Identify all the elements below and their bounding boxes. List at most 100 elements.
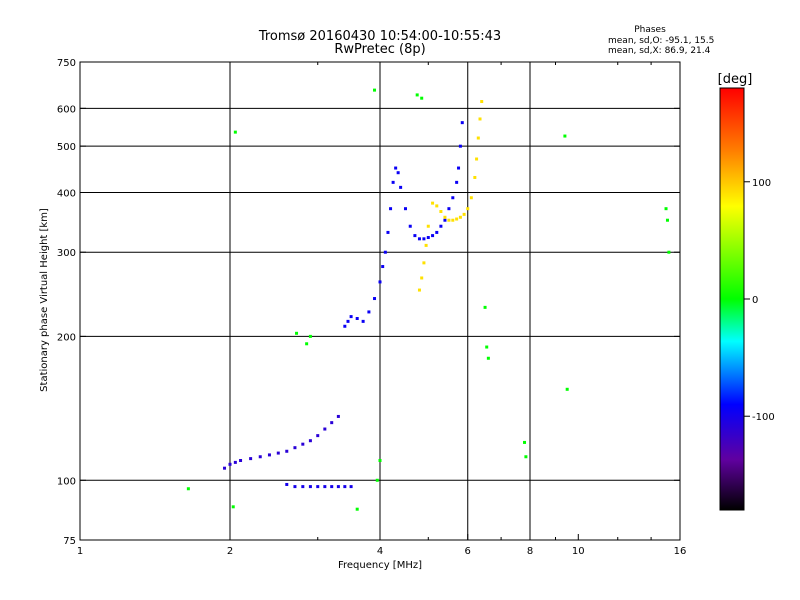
chart-subtitle: RwPretec (8p) — [334, 42, 425, 57]
data-point — [349, 485, 353, 489]
data-point — [381, 265, 385, 269]
data-point — [447, 218, 451, 222]
data-point — [451, 196, 455, 200]
data-point — [469, 196, 473, 200]
data-point — [373, 88, 377, 92]
data-point — [485, 345, 489, 349]
colorbar-tick-label: -100 — [752, 412, 775, 423]
data-point — [391, 180, 395, 184]
data-point — [473, 175, 477, 179]
data-point — [330, 485, 334, 489]
colorbar — [719, 87, 745, 511]
data-point — [375, 478, 379, 482]
data-point — [524, 455, 528, 459]
x-tick-label: 2 — [227, 546, 233, 557]
data-point — [343, 485, 347, 489]
data-point — [386, 230, 390, 234]
x-tick-label: 16 — [674, 546, 687, 557]
data-point — [483, 305, 487, 309]
data-point — [399, 185, 403, 189]
data-point — [355, 316, 359, 320]
phase-info-heading: Phases — [634, 25, 666, 35]
data-point — [308, 334, 312, 338]
data-point — [480, 100, 484, 104]
data-point — [455, 217, 459, 221]
data-point — [478, 117, 482, 121]
chart-title: Tromsø 20160430 10:54:00-10:55:43 — [258, 29, 501, 44]
y-tick-label: 500 — [57, 142, 76, 153]
colorbar-tick-label: 0 — [752, 295, 758, 306]
data-point — [455, 180, 459, 184]
data-point — [475, 157, 479, 161]
data-point — [431, 234, 435, 238]
y-tick-label: 600 — [57, 104, 76, 115]
data-point — [239, 458, 243, 462]
data-point — [301, 442, 305, 446]
data-point — [565, 387, 569, 391]
data-point — [223, 466, 227, 470]
data-point — [422, 237, 426, 241]
data-point — [424, 243, 428, 247]
data-point — [443, 215, 447, 219]
data-point — [665, 218, 669, 222]
data-point — [355, 507, 359, 511]
y-axis-label: Stationary phase Virtual Height [km] — [39, 208, 50, 392]
data-point — [231, 505, 235, 509]
data-point — [443, 218, 447, 222]
data-point — [439, 210, 443, 214]
data-point — [276, 451, 280, 455]
x-tick-label: 8 — [527, 546, 533, 557]
data-point — [403, 207, 407, 211]
colorbar-ticks: 100 0 -100 — [744, 178, 775, 423]
data-point — [233, 460, 237, 464]
data-point — [462, 212, 466, 216]
data-point — [186, 487, 190, 491]
data-point — [383, 250, 387, 254]
data-point — [336, 414, 340, 418]
data-point — [408, 224, 412, 228]
data-point — [323, 485, 327, 489]
data-point — [523, 440, 527, 444]
data-point — [389, 207, 393, 211]
data-point — [305, 342, 309, 346]
phase-info-o: mean, sd,O: -95.1, 15.5 — [608, 36, 714, 46]
data-point — [330, 421, 334, 425]
data-point — [417, 288, 421, 292]
y-tick-label: 200 — [57, 332, 76, 343]
data-point — [373, 297, 377, 301]
data-point — [664, 207, 668, 211]
data-point — [233, 130, 237, 134]
x-tick-label: 4 — [377, 546, 383, 557]
data-point — [426, 236, 430, 240]
x-tick-label: 10 — [572, 546, 585, 557]
data-point — [378, 280, 382, 284]
data-point — [426, 224, 430, 228]
data-point — [435, 204, 439, 208]
y-tick-label: 300 — [57, 248, 76, 259]
data-point — [431, 201, 435, 205]
data-point — [285, 482, 289, 486]
data-point — [396, 171, 400, 175]
y-tick-label: 750 — [57, 58, 76, 69]
y-tick-label: 75 — [63, 536, 76, 547]
grid-lines — [80, 62, 680, 540]
data-point — [458, 215, 462, 219]
data-point — [422, 261, 426, 265]
y-tick-label: 400 — [57, 188, 76, 199]
data-point — [413, 234, 417, 238]
data-point — [346, 319, 350, 323]
data-point — [249, 457, 253, 461]
data-point — [447, 207, 451, 211]
data-point — [415, 93, 419, 97]
data-point — [378, 458, 382, 462]
data-point — [295, 331, 299, 335]
data-point — [457, 166, 461, 170]
data-point — [316, 485, 320, 489]
axis-ticks: 1 2 4 6 8 10 16 75 100 200 300 400 500 600 750 — [57, 58, 686, 557]
data-point — [285, 449, 289, 453]
x-tick-label: 6 — [465, 546, 471, 557]
data-point — [420, 96, 424, 100]
data-point — [323, 427, 327, 431]
data-point — [458, 144, 462, 148]
data-point — [361, 319, 365, 323]
